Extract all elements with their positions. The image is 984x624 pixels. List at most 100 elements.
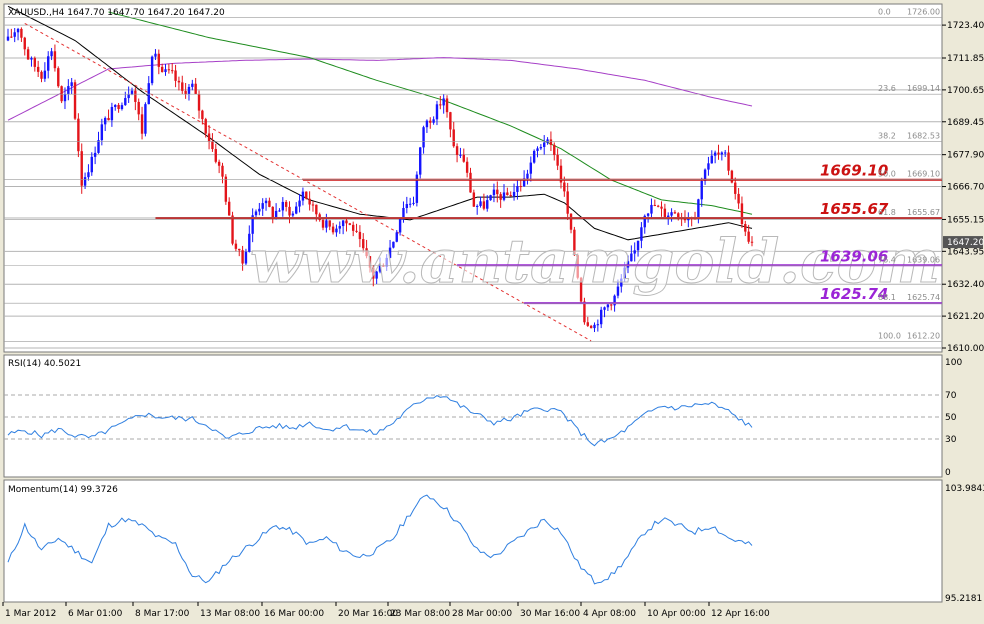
candle-body xyxy=(703,169,707,181)
candle-body xyxy=(593,324,596,329)
candle-body xyxy=(640,227,643,241)
candle-body xyxy=(546,139,549,143)
candle-body xyxy=(670,212,673,216)
candle-body xyxy=(268,200,271,207)
time-tick-label-11: 12 Apr 16:00 xyxy=(711,609,770,619)
rsi-tick-label-1: 70 xyxy=(945,391,957,401)
candle-body xyxy=(231,215,234,244)
fib-pct-label-3: 50.0 xyxy=(878,170,896,179)
price-tick-label-5: 1666.70 xyxy=(947,183,984,193)
candle-body xyxy=(53,51,57,69)
candle-body xyxy=(395,232,398,242)
candle-body xyxy=(234,243,238,249)
candle-body xyxy=(358,231,362,240)
candle-body xyxy=(244,251,248,264)
candle-body xyxy=(365,248,368,257)
price-tick-label-9: 1621.20 xyxy=(947,312,984,322)
candle-body xyxy=(284,201,288,207)
candle-body xyxy=(378,265,382,272)
candle-body xyxy=(97,140,100,153)
candle-body xyxy=(723,152,727,154)
candle-body xyxy=(264,200,268,204)
candle-body xyxy=(254,211,258,216)
candle-body xyxy=(382,265,385,267)
candle-body xyxy=(103,117,107,125)
candle-body xyxy=(214,149,217,162)
candle-body xyxy=(620,278,623,287)
candle-body xyxy=(67,86,70,95)
candle-body xyxy=(543,142,546,147)
candle-body xyxy=(388,247,392,258)
candle-body xyxy=(345,220,348,224)
fib-pct-label-4: 61.8 xyxy=(878,208,896,217)
candle-body xyxy=(486,200,489,209)
rsi-panel xyxy=(3,354,943,478)
candle-body xyxy=(445,98,449,113)
candle-body xyxy=(184,90,187,95)
candle-body xyxy=(177,80,181,83)
candle-body xyxy=(348,223,352,225)
candle-body xyxy=(663,208,667,218)
current-price-label: 1647.20 xyxy=(947,238,984,248)
candle-body xyxy=(713,152,717,156)
price-tick-label-3: 1689.45 xyxy=(947,118,984,128)
candle-body xyxy=(536,148,539,151)
candle-body xyxy=(408,203,412,205)
candle-body xyxy=(512,191,516,197)
candle-body xyxy=(372,267,375,279)
candle-body xyxy=(683,217,687,221)
candle-body xyxy=(415,174,419,203)
candle-body xyxy=(412,202,415,204)
candle-body xyxy=(57,68,60,87)
time-tick-label-3: 13 Mar 08:00 xyxy=(200,609,260,619)
candle-body xyxy=(362,239,365,249)
candle-body xyxy=(331,226,335,233)
candle-body xyxy=(204,119,207,134)
candle-body xyxy=(435,104,439,120)
main-panel xyxy=(3,3,943,353)
candle-body xyxy=(623,267,626,279)
candle-body xyxy=(368,256,372,268)
candle-body xyxy=(278,210,281,212)
candle-body xyxy=(261,203,264,209)
candle-body xyxy=(127,94,130,99)
candle-body xyxy=(171,70,174,72)
candle-body xyxy=(526,173,529,179)
candle-body xyxy=(429,120,432,123)
candle-body xyxy=(599,309,603,325)
candle-body xyxy=(375,271,378,279)
current-price-box xyxy=(943,236,983,249)
candle-body xyxy=(63,94,67,102)
candle-body xyxy=(492,189,496,196)
rsi-tick-label-2: 50 xyxy=(945,413,957,423)
candle-body xyxy=(727,152,730,171)
candle-body xyxy=(20,28,23,38)
fib-price-label-5: 1639.06 xyxy=(907,255,940,264)
candle-body xyxy=(502,192,506,200)
candle-body xyxy=(301,191,305,201)
downtrend-line xyxy=(24,22,592,342)
candle-body xyxy=(566,191,569,214)
candle-body xyxy=(707,163,710,170)
level-label-3: 1625.74 xyxy=(820,285,888,303)
candle-body xyxy=(475,205,479,207)
candle-body xyxy=(740,203,744,225)
candle-body xyxy=(90,156,93,173)
candle-body xyxy=(516,186,519,192)
fib-pct-label-7: 100.0 xyxy=(878,332,901,341)
candle-body xyxy=(496,189,499,195)
fib-price-label-2: 1682.53 xyxy=(907,131,940,140)
candle-body xyxy=(610,304,613,306)
candle-body xyxy=(452,129,455,147)
level-label-2: 1639.06 xyxy=(820,247,888,265)
candle-body xyxy=(419,147,422,175)
candle-body xyxy=(191,83,194,87)
candle-body xyxy=(83,177,87,186)
candle-body xyxy=(217,161,221,166)
candle-body xyxy=(187,86,191,95)
candle-body xyxy=(114,104,117,107)
candle-body xyxy=(455,146,459,155)
candle-body xyxy=(750,241,754,243)
candle-body xyxy=(33,58,37,67)
